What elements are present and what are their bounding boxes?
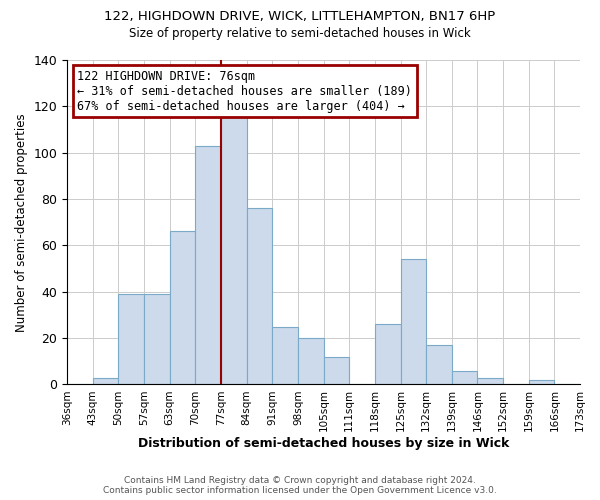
Bar xyxy=(323,356,349,384)
Bar xyxy=(247,208,272,384)
Bar xyxy=(170,232,196,384)
Y-axis label: Number of semi-detached properties: Number of semi-detached properties xyxy=(15,113,28,332)
Text: 122 HIGHDOWN DRIVE: 76sqm
← 31% of semi-detached houses are smaller (189)
67% of: 122 HIGHDOWN DRIVE: 76sqm ← 31% of semi-… xyxy=(77,70,412,112)
Text: Size of property relative to semi-detached houses in Wick: Size of property relative to semi-detach… xyxy=(129,28,471,40)
Bar xyxy=(272,326,298,384)
Bar xyxy=(118,294,144,384)
Bar xyxy=(529,380,554,384)
Bar xyxy=(478,378,503,384)
Text: Contains HM Land Registry data © Crown copyright and database right 2024.
Contai: Contains HM Land Registry data © Crown c… xyxy=(103,476,497,495)
Bar xyxy=(144,294,170,384)
Text: 122, HIGHDOWN DRIVE, WICK, LITTLEHAMPTON, BN17 6HP: 122, HIGHDOWN DRIVE, WICK, LITTLEHAMPTON… xyxy=(104,10,496,23)
Bar xyxy=(452,370,478,384)
Bar xyxy=(375,324,401,384)
Bar xyxy=(401,260,426,384)
Bar xyxy=(93,378,118,384)
Bar xyxy=(298,338,323,384)
Bar xyxy=(221,116,247,384)
Bar xyxy=(426,345,452,385)
Bar xyxy=(196,146,221,384)
X-axis label: Distribution of semi-detached houses by size in Wick: Distribution of semi-detached houses by … xyxy=(138,437,509,450)
